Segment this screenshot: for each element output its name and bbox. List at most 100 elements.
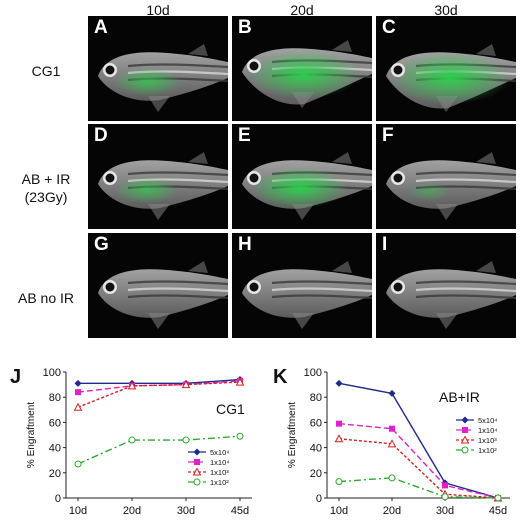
series-line xyxy=(338,438,499,499)
fish-fin xyxy=(148,96,170,112)
fish-panel-h: H xyxy=(232,233,372,338)
figure-letter-j: J xyxy=(10,366,22,388)
chart-svg: 0 20 40 60 80 100 10d 20d 30d 45d % Engraftment AB+… xyxy=(287,367,510,517)
x-tick-label: 20d xyxy=(383,505,401,517)
fish-panel-d: D xyxy=(88,124,228,229)
diamond-marker xyxy=(335,379,343,387)
fish-pupil xyxy=(105,65,115,75)
fish-image xyxy=(386,44,516,112)
triangle-marker xyxy=(73,402,83,411)
x-tick-label: 20d xyxy=(123,505,141,517)
fish-image xyxy=(242,261,372,329)
fish-panel-a: A xyxy=(88,16,228,121)
chart-k: 0 20 40 60 80 100 10d 20d 30d 45d % Engraftment AB+… xyxy=(283,364,520,520)
fish-pupil xyxy=(393,65,403,75)
fish-pupil xyxy=(393,173,403,183)
y-tick-label: 100 xyxy=(304,367,322,379)
panel-letter: B xyxy=(238,17,252,38)
fish-stripe xyxy=(415,294,516,300)
legend-label: 1x10² xyxy=(478,446,497,455)
y-tick-label: 80 xyxy=(310,392,322,404)
fish-fin xyxy=(148,313,170,329)
triangle-marker xyxy=(235,377,245,386)
x-tick-label: 45d xyxy=(231,505,249,517)
panel-letter: I xyxy=(382,234,388,255)
legend-label: 5x10⁴ xyxy=(210,448,230,457)
fish-fin xyxy=(292,313,314,329)
fish-fin xyxy=(188,44,208,56)
triangle-marker xyxy=(460,435,470,444)
green-fluorescence xyxy=(390,52,510,104)
y-tick-label: 40 xyxy=(310,443,322,455)
series-line xyxy=(77,381,241,408)
fish-fin xyxy=(332,261,352,273)
fish-stripe xyxy=(415,171,516,177)
fish-pupil xyxy=(249,282,259,292)
fish-fin xyxy=(476,261,496,273)
legend-label: 1x10⁴ xyxy=(478,426,498,435)
y-tick-label: 0 xyxy=(55,493,61,505)
y-tick-label: 80 xyxy=(49,392,61,404)
fish-pupil xyxy=(249,61,259,71)
y-tick-label: 100 xyxy=(43,367,61,379)
fish-stripe xyxy=(415,178,516,184)
diamond-marker xyxy=(461,416,469,424)
chart-title: AB+IR xyxy=(439,389,480,405)
diamond-marker xyxy=(74,379,82,387)
y-axis-label: % Engraftment xyxy=(287,402,298,468)
x-tick-label: 10d xyxy=(69,505,87,517)
green-fluorescence xyxy=(114,176,179,204)
panel-letter: F xyxy=(382,125,394,146)
fish-stripe xyxy=(415,280,516,286)
square-marker xyxy=(442,482,448,489)
green-fluorescence xyxy=(407,182,452,201)
row-label-ab-ir: AB + IR (23Gy) xyxy=(0,170,92,206)
fish-pupil xyxy=(105,282,115,292)
y-tick-label: 40 xyxy=(49,443,61,455)
fish-fin xyxy=(476,44,496,56)
y-tick-label: 60 xyxy=(49,417,61,429)
panel-letter: H xyxy=(238,234,252,255)
fish-stripe xyxy=(127,287,228,293)
circle-marker xyxy=(74,460,82,468)
panel-letter: E xyxy=(238,125,251,146)
triangle-marker xyxy=(192,467,202,476)
row-label-cg1: CG1 xyxy=(0,62,92,80)
fish-image xyxy=(98,152,228,220)
square-marker xyxy=(194,459,200,465)
square-marker xyxy=(389,425,395,432)
fish-stripe xyxy=(127,171,228,177)
column-header-20d: 20d xyxy=(290,2,314,18)
figure-letter-k: K xyxy=(273,366,288,388)
square-marker xyxy=(336,420,342,427)
fish-image xyxy=(98,261,228,329)
series-line xyxy=(77,435,241,465)
fish-fin xyxy=(188,261,208,273)
series-line xyxy=(338,382,499,499)
fish-image xyxy=(98,44,228,112)
fish-stripe xyxy=(127,63,228,69)
panel-letter: A xyxy=(94,17,108,38)
row-label-ab-no-ir: AB no IR xyxy=(0,289,92,307)
fish-fin xyxy=(332,152,352,164)
green-fluorescence xyxy=(247,50,360,99)
row-label-line: CG1 xyxy=(31,63,61,79)
fish-panel-b: B xyxy=(232,16,372,121)
x-tick-label: 30d xyxy=(177,505,195,517)
diamond-marker xyxy=(193,448,201,456)
square-marker xyxy=(462,427,468,433)
circle-marker xyxy=(193,478,201,486)
fish-fin xyxy=(148,204,170,220)
fish-stripe xyxy=(271,287,372,293)
fish-body xyxy=(98,269,228,318)
column-header-30d: 30d xyxy=(434,2,458,18)
circle-marker xyxy=(388,474,396,482)
fish-stripe xyxy=(127,294,228,300)
fish-fin xyxy=(188,152,208,164)
series-line xyxy=(338,477,499,499)
fish-fin xyxy=(332,40,352,52)
fish-image xyxy=(386,152,516,220)
fish-fin xyxy=(436,313,458,329)
y-tick-label: 20 xyxy=(49,468,61,480)
triangle-marker xyxy=(387,439,397,448)
